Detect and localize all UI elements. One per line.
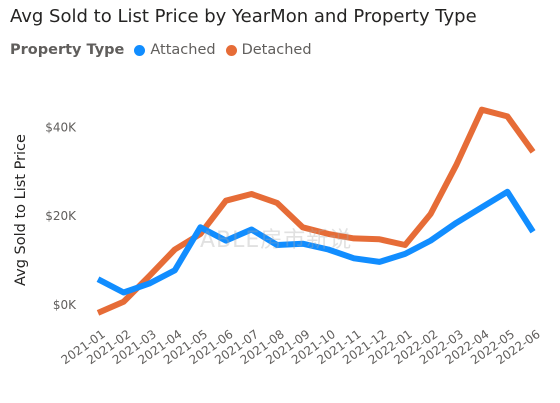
y-axis-title: Avg Sold to List Price (13, 134, 29, 286)
data-point-detached[interactable] (479, 107, 485, 113)
legend-title: Property Type (10, 42, 125, 58)
data-point-attached[interactable] (351, 255, 357, 261)
data-point-detached[interactable] (249, 191, 255, 197)
data-point-attached[interactable] (530, 229, 536, 235)
legend-marker-detached (225, 44, 237, 56)
data-point-attached[interactable] (428, 238, 434, 244)
data-point-attached[interactable] (453, 220, 459, 226)
y-tick-label: $40K (45, 120, 77, 134)
series-line-detached[interactable] (96, 106, 536, 316)
legend: Property Type Attached Detached (10, 42, 322, 58)
data-point-detached[interactable] (530, 149, 536, 155)
legend-item-detached[interactable]: Detached (225, 42, 312, 58)
data-point-detached[interactable] (377, 236, 383, 242)
data-point-detached[interactable] (95, 310, 101, 316)
chart-title: Avg Sold to List Price by YearMon and Pr… (10, 6, 477, 27)
data-point-detached[interactable] (274, 200, 280, 206)
y-tick-label: $20K (45, 209, 77, 223)
data-point-attached[interactable] (402, 251, 408, 257)
series-line-attached[interactable] (96, 188, 536, 296)
data-point-detached[interactable] (172, 247, 178, 253)
data-point-attached[interactable] (479, 204, 485, 210)
data-point-detached[interactable] (121, 299, 127, 305)
y-tick-label: $0K (53, 298, 77, 312)
data-point-detached[interactable] (146, 273, 152, 279)
legend-item-attached[interactable]: Attached (134, 42, 216, 58)
data-point-attached[interactable] (377, 259, 383, 265)
data-point-attached[interactable] (172, 267, 178, 273)
data-point-detached[interactable] (402, 242, 408, 248)
data-point-detached[interactable] (453, 162, 459, 168)
legend-label-attached: Attached (150, 42, 216, 58)
data-point-detached[interactable] (504, 113, 510, 119)
legend-marker-attached (134, 44, 146, 56)
legend-label-detached: Detached (241, 42, 312, 58)
data-point-attached[interactable] (95, 276, 101, 282)
data-point-detached[interactable] (428, 211, 434, 217)
data-point-attached[interactable] (121, 290, 127, 296)
watermark: ABLE房市新说 (200, 228, 353, 253)
data-point-attached[interactable] (146, 281, 152, 287)
data-point-attached[interactable] (504, 189, 510, 195)
data-point-detached[interactable] (223, 198, 229, 204)
